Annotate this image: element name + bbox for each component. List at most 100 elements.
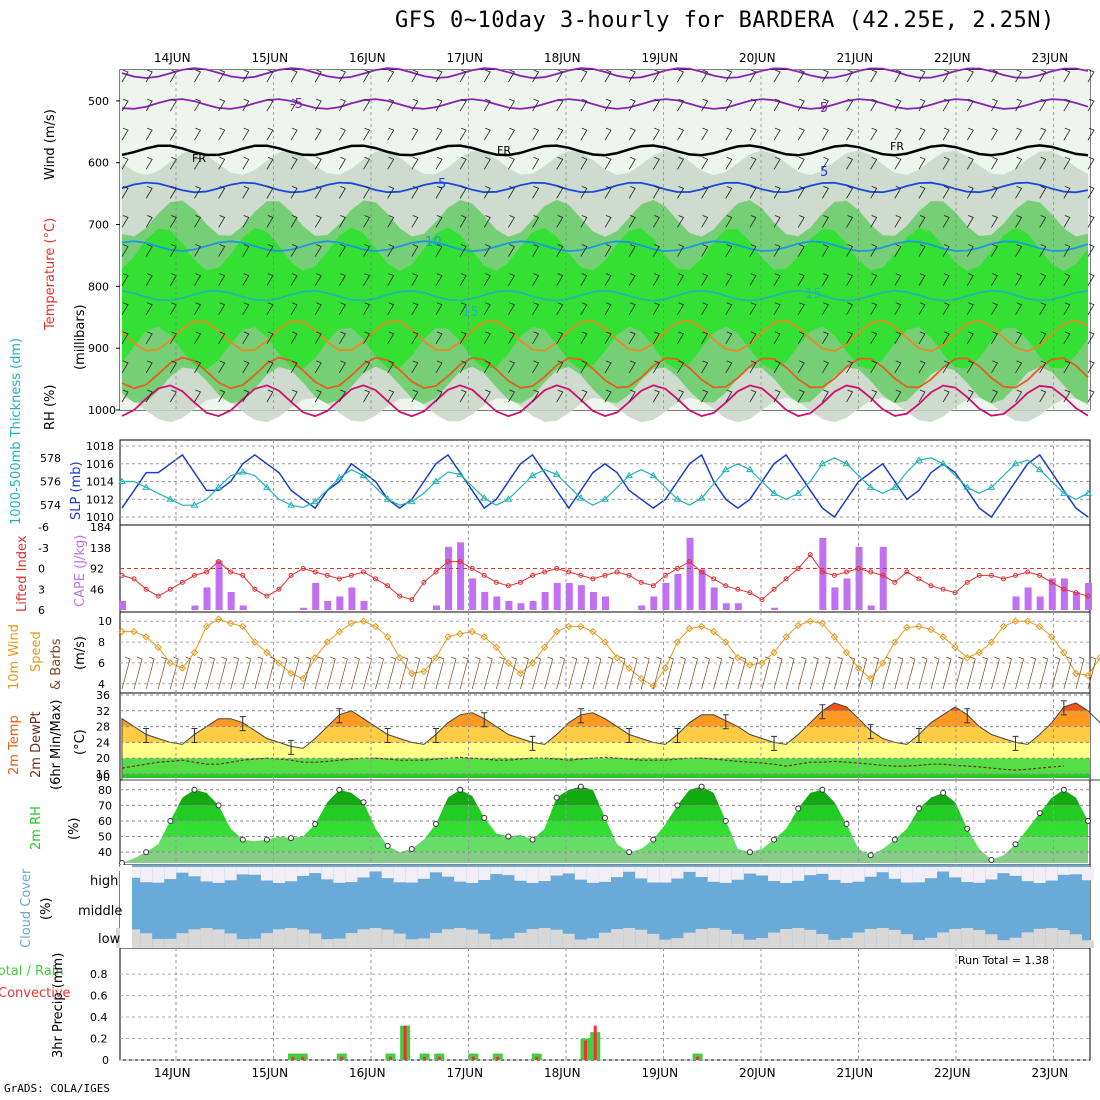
cape-bar (1060, 578, 1068, 610)
cape-bar (1048, 578, 1056, 610)
wind-barb (387, 127, 395, 141)
lifted-index-point (505, 583, 511, 589)
wind-barb (1015, 389, 1023, 403)
lifted-index-point (904, 569, 910, 575)
cloud-high-gap (1045, 867, 1058, 881)
rh-point (432, 821, 439, 828)
panel7-labels-2: (%) (39, 898, 54, 921)
wind-barb (483, 185, 491, 199)
rh-point (964, 825, 971, 832)
wind-barb (194, 244, 202, 257)
wind-barb (145, 156, 153, 170)
cloud-low-gap (550, 929, 563, 948)
cloud-low-gap (1033, 928, 1046, 948)
wind-barb (435, 69, 443, 83)
wind-speed-point (1023, 617, 1032, 625)
cloud-low-gap (1082, 940, 1094, 948)
cloud-low-gap (285, 928, 298, 948)
wind-barb (677, 215, 685, 228)
cloud-high-gap (912, 867, 925, 883)
wind-barb (532, 389, 540, 403)
date-label-top: 22JUN (934, 51, 971, 65)
panel4-labels-2: Speed (29, 631, 44, 672)
wind-barb (242, 244, 250, 257)
lifted-index-point (868, 569, 874, 575)
wind-barb (604, 98, 612, 112)
wind-speed-point (1072, 669, 1080, 678)
wind-barb (556, 389, 564, 403)
li-tick: -6 (38, 521, 49, 534)
wind-speed-point (782, 633, 790, 641)
surface-wind-barb (133, 656, 143, 690)
panel5-labels-3: (6hr Min/Max) (49, 700, 64, 790)
thickness-point (190, 501, 199, 508)
thickness-tick: 578 (40, 452, 61, 465)
wind-barb (387, 215, 395, 228)
minmax-errorbar (915, 728, 922, 744)
wind-barb (991, 360, 998, 374)
wind-barb (1039, 156, 1047, 170)
wind-barb (387, 69, 395, 83)
wind-barb (387, 331, 395, 345)
temp-tick: 24 (96, 736, 110, 749)
cloud-high-gap (405, 867, 418, 883)
wind-barb (822, 302, 829, 315)
wind-barb (363, 360, 371, 374)
cape-bar (577, 585, 585, 610)
wind-barb (266, 127, 274, 141)
cape-bar (493, 596, 501, 610)
wind-speed-point (371, 622, 380, 631)
surface-wind-barb (169, 656, 179, 690)
wind-barb (194, 331, 202, 345)
wind-barb (918, 244, 926, 257)
wind-barb (773, 389, 781, 403)
lifted-index-point (312, 569, 318, 575)
wind-barb (435, 156, 443, 170)
wind-barb (580, 185, 588, 199)
wind-barb (387, 389, 395, 403)
surface-wind-barb (809, 656, 819, 690)
precip-conv-bar (584, 1040, 587, 1060)
minmax-errorbar (191, 728, 198, 744)
precip-conv-bar (496, 1056, 500, 1060)
wind-barb (894, 273, 902, 286)
wind-barb (483, 244, 491, 257)
cloud-low-gap (369, 928, 382, 948)
lifted-index-point (457, 559, 463, 565)
wind-barb (846, 244, 854, 257)
wind-barb (145, 389, 153, 403)
cloud-low-gap (840, 937, 853, 948)
cloud-low-gap (707, 928, 720, 948)
wind-barb (628, 127, 636, 141)
surface-wind-barb (121, 656, 131, 690)
thickness-point (1011, 459, 1020, 467)
cloud-low-gap (200, 928, 213, 948)
cloud-high-gap (454, 867, 467, 882)
wind-speed-point (383, 633, 392, 641)
wind-barb (242, 98, 250, 112)
cloud-high-label: high (90, 874, 118, 889)
cape-bar (348, 587, 356, 610)
wind-barb (1039, 185, 1047, 199)
wind-speed-point (565, 622, 573, 631)
temp-tick: 32 (96, 705, 110, 718)
cloud-high-gap (852, 867, 865, 882)
wind-barb (387, 156, 395, 170)
surface-wind-barb (544, 656, 554, 690)
wind-barb (725, 215, 733, 228)
date-label-top: 20JUN (739, 51, 776, 65)
wind-barb (942, 389, 950, 403)
wind-barb (435, 302, 443, 315)
cloud-high-gap (309, 867, 322, 874)
wind-barb (942, 302, 950, 315)
rh-point (384, 842, 391, 849)
rh-point (505, 833, 512, 840)
wind-barb (145, 215, 153, 228)
wind-barb (870, 302, 878, 315)
cloud-high-gap (212, 867, 225, 883)
wind-barb (532, 127, 540, 141)
wind-barb (435, 127, 443, 141)
wind-barb (483, 69, 491, 83)
wind-barb (725, 69, 733, 83)
wind-barb (1039, 127, 1047, 141)
